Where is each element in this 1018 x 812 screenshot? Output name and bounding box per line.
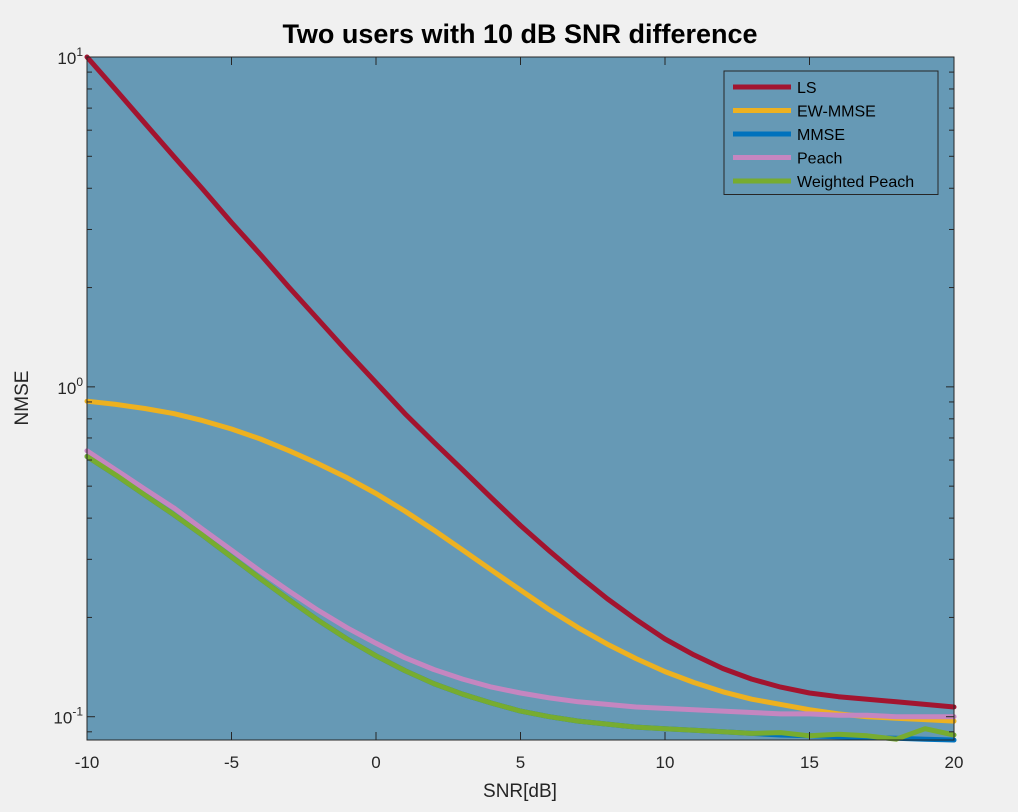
series-line-4 — [84, 448, 957, 720]
legend-label-2: EW-MMSE — [797, 104, 876, 121]
y-axis-label: NMSE — [12, 371, 33, 426]
legend-label-1: LS — [797, 80, 817, 97]
chart-title: Two users with 10 dB SNR difference — [282, 19, 757, 49]
x-tick-label: -5 — [224, 753, 239, 772]
legend-label-3: MMSE — [797, 127, 845, 144]
x-tick-label: 5 — [516, 753, 525, 772]
x-tick-label: 15 — [800, 753, 819, 772]
series-line-2 — [84, 398, 957, 724]
x-tick-label: -10 — [75, 753, 100, 772]
legend: LS EW-MMSE MMSE Peach Weighted Peach — [723, 70, 939, 195]
x-tick-label: 0 — [371, 753, 380, 772]
ticks-layer: -10 -5 0 5 10 15 20 101 100 10-1 — [53, 45, 963, 772]
legend-label-5: Weighted Peach — [797, 174, 914, 191]
x-tick-label: 10 — [656, 753, 675, 772]
y-tick-label: 100 — [57, 375, 83, 398]
series-line-1 — [84, 54, 957, 710]
legend-label-4: Peach — [797, 151, 842, 168]
x-tick-label: 20 — [945, 753, 964, 772]
y-tick-label: 101 — [57, 45, 83, 68]
x-axis-label: SNR[dB] — [483, 781, 557, 802]
y-tick-label: 10-1 — [53, 705, 83, 728]
